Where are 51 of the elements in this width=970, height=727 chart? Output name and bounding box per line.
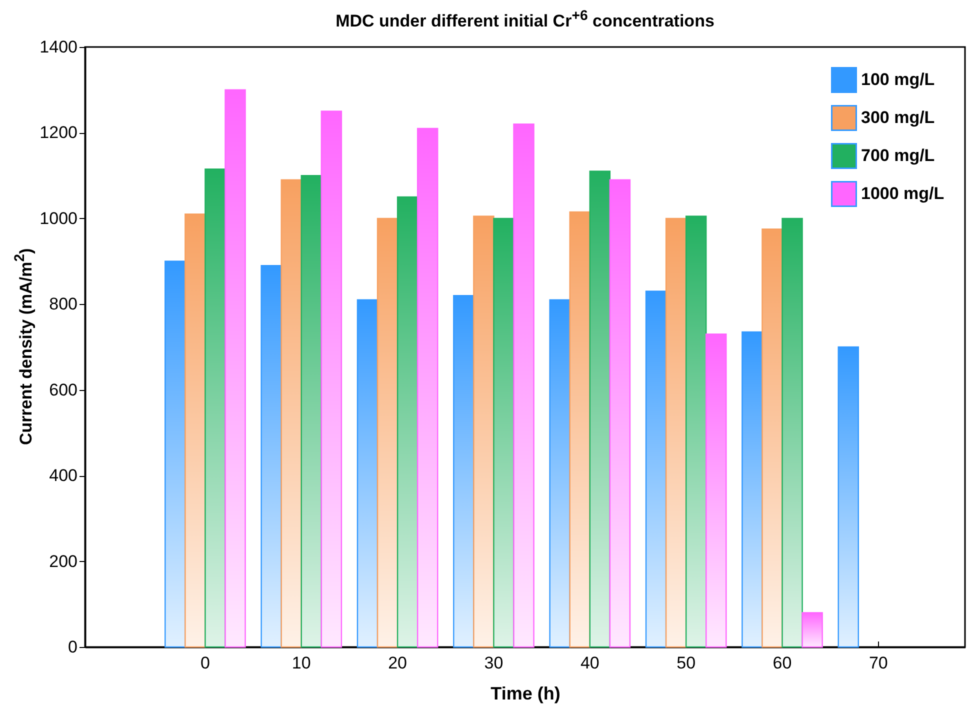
y-tick-label: 800 bbox=[49, 294, 78, 314]
bar bbox=[300, 174, 322, 648]
legend-label: 300 mg/L bbox=[861, 108, 935, 127]
bar bbox=[320, 110, 342, 648]
bar bbox=[493, 218, 514, 648]
bar bbox=[549, 299, 570, 648]
y-tick-label: 0 bbox=[68, 638, 78, 656]
y-tick-label: 200 bbox=[49, 552, 78, 571]
bar bbox=[376, 218, 398, 648]
x-tick-label: 70 bbox=[868, 654, 888, 672]
bar bbox=[609, 179, 631, 648]
x-tick-label: 40 bbox=[580, 654, 600, 672]
x-tick-label: 30 bbox=[484, 654, 504, 672]
bar bbox=[762, 228, 783, 648]
bar bbox=[224, 89, 246, 648]
bar bbox=[645, 290, 667, 648]
bar bbox=[453, 294, 474, 648]
bar bbox=[184, 214, 206, 648]
bar bbox=[782, 218, 803, 648]
chart-title: MDC under different initial Cr$^{+6}$ concentrations bbox=[334, 8, 716, 32]
bar bbox=[685, 216, 707, 648]
bar bbox=[204, 168, 226, 648]
bar bbox=[589, 170, 611, 648]
bar bbox=[569, 211, 590, 648]
bar bbox=[513, 124, 534, 648]
x-tick-label: 60 bbox=[772, 654, 792, 672]
x-tick-label: 0 bbox=[200, 654, 210, 672]
x-tick-label: 50 bbox=[676, 654, 696, 672]
legend-label: 700 mg/L bbox=[861, 146, 935, 165]
bar bbox=[280, 179, 302, 648]
bar bbox=[416, 128, 438, 648]
x-axis-title: Time (h) bbox=[490, 684, 560, 704]
y-tick-label: 600 bbox=[49, 380, 78, 400]
bar bbox=[396, 196, 418, 648]
x-tick-label: 10 bbox=[292, 654, 311, 672]
y-tick-label: 400 bbox=[49, 466, 78, 486]
bar bbox=[802, 612, 823, 648]
bar bbox=[164, 260, 186, 648]
bar bbox=[665, 218, 687, 648]
bar bbox=[473, 216, 494, 648]
bar bbox=[838, 346, 859, 648]
bar bbox=[356, 299, 378, 648]
bar bbox=[260, 264, 282, 648]
bar bbox=[706, 334, 727, 648]
legend-label: 100 mg/L bbox=[861, 70, 935, 89]
y-tick-label: 1400 bbox=[40, 38, 78, 56]
y-tick-label: 1000 bbox=[40, 208, 78, 228]
bar bbox=[742, 331, 763, 648]
y-tick-label: 1200 bbox=[40, 123, 78, 142]
legend-label: 1000 mg/L bbox=[861, 184, 944, 203]
x-tick-label: 20 bbox=[388, 654, 408, 672]
